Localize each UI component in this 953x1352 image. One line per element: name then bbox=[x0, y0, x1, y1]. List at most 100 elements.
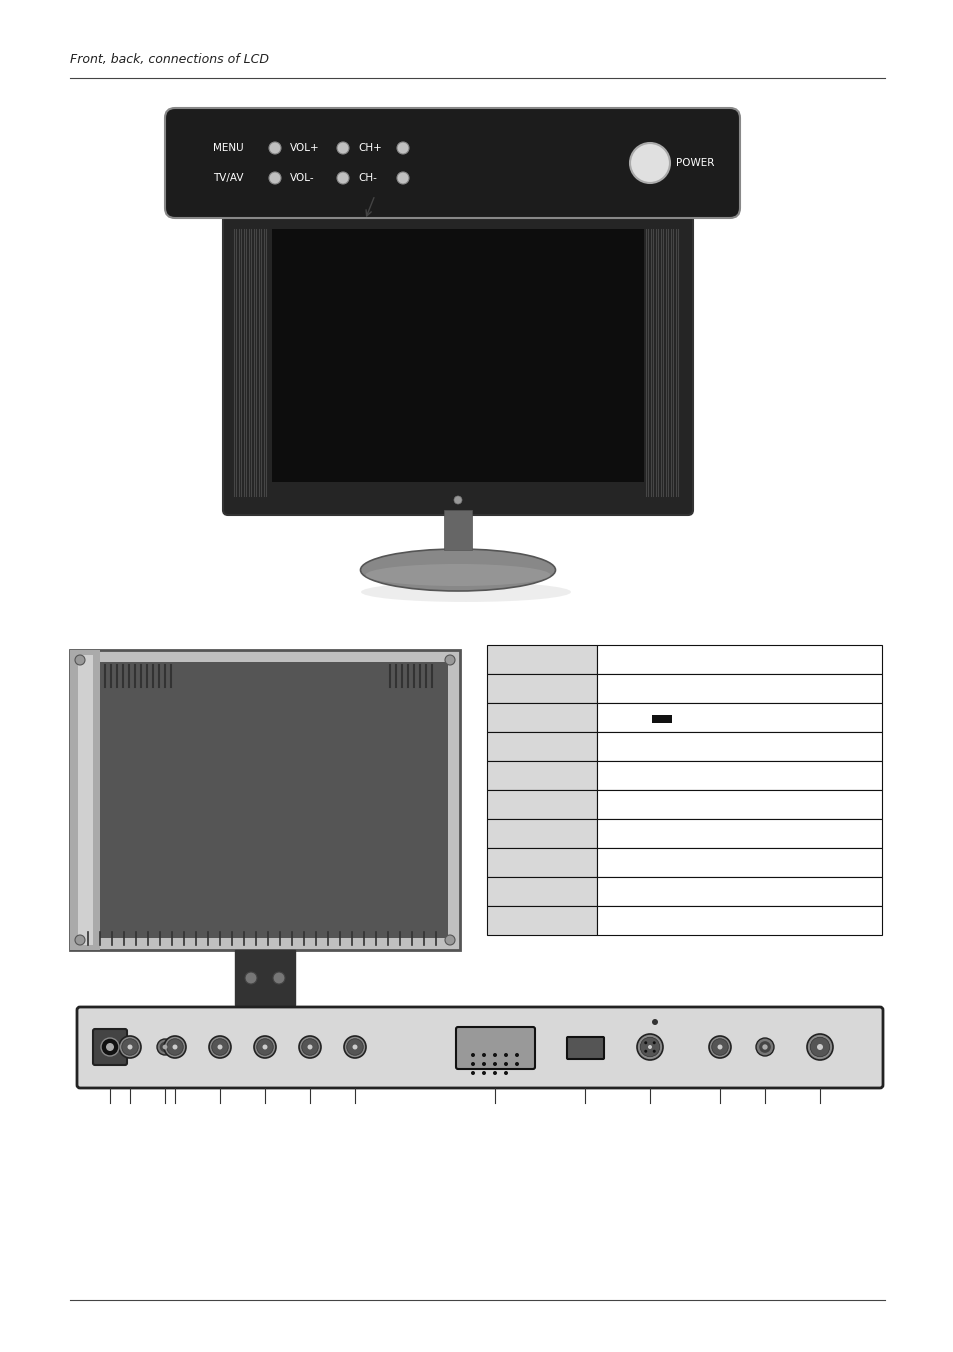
Circle shape bbox=[128, 1045, 132, 1049]
Bar bbox=[597, 819, 882, 848]
Circle shape bbox=[157, 1038, 172, 1055]
Bar bbox=[486, 703, 597, 731]
FancyBboxPatch shape bbox=[77, 1007, 882, 1088]
Circle shape bbox=[75, 654, 85, 665]
Circle shape bbox=[167, 1038, 183, 1056]
Circle shape bbox=[471, 1053, 475, 1057]
Circle shape bbox=[344, 1036, 366, 1059]
Circle shape bbox=[444, 654, 455, 665]
Text: VOL-: VOL- bbox=[290, 173, 314, 183]
Bar bbox=[486, 675, 597, 703]
Bar bbox=[486, 790, 597, 819]
Bar bbox=[597, 645, 882, 675]
Circle shape bbox=[75, 936, 85, 945]
Text: Front, back, connections of LCD: Front, back, connections of LCD bbox=[70, 53, 269, 66]
Circle shape bbox=[101, 1038, 119, 1056]
Circle shape bbox=[806, 1034, 832, 1060]
Circle shape bbox=[717, 1045, 721, 1049]
Bar bbox=[486, 731, 597, 761]
Bar bbox=[272, 228, 643, 483]
Ellipse shape bbox=[160, 1041, 419, 1065]
FancyBboxPatch shape bbox=[92, 1029, 127, 1065]
Circle shape bbox=[481, 1071, 485, 1075]
Bar bbox=[651, 715, 671, 723]
Circle shape bbox=[162, 1045, 167, 1049]
Ellipse shape bbox=[154, 1013, 375, 1042]
Bar bbox=[486, 848, 597, 877]
Circle shape bbox=[119, 1036, 141, 1059]
Ellipse shape bbox=[365, 564, 550, 585]
Bar bbox=[486, 761, 597, 790]
Text: CH-: CH- bbox=[357, 173, 376, 183]
Circle shape bbox=[172, 1045, 177, 1049]
Circle shape bbox=[809, 1037, 829, 1057]
Circle shape bbox=[209, 1036, 231, 1059]
Circle shape bbox=[253, 1036, 275, 1059]
Text: MENU: MENU bbox=[213, 143, 243, 153]
Text: POWER: POWER bbox=[676, 158, 714, 168]
Bar bbox=[597, 906, 882, 936]
Bar bbox=[234, 950, 294, 1005]
Bar bbox=[486, 877, 597, 906]
Bar bbox=[597, 761, 882, 790]
Bar bbox=[70, 650, 459, 950]
Circle shape bbox=[346, 1038, 363, 1056]
Circle shape bbox=[307, 1045, 313, 1049]
Circle shape bbox=[711, 1038, 727, 1056]
Bar bbox=[597, 703, 882, 731]
Circle shape bbox=[759, 1041, 770, 1053]
Circle shape bbox=[481, 1063, 485, 1065]
Circle shape bbox=[164, 1036, 186, 1059]
Circle shape bbox=[639, 1037, 659, 1057]
Circle shape bbox=[708, 1036, 730, 1059]
Bar bbox=[443, 510, 472, 550]
Bar bbox=[597, 877, 882, 906]
Circle shape bbox=[273, 972, 285, 984]
Ellipse shape bbox=[145, 1007, 385, 1063]
Circle shape bbox=[643, 1041, 646, 1044]
Bar bbox=[597, 848, 882, 877]
Circle shape bbox=[352, 1045, 357, 1049]
Bar bbox=[597, 790, 882, 819]
Circle shape bbox=[493, 1071, 497, 1075]
Bar bbox=[78, 654, 92, 945]
Circle shape bbox=[652, 1041, 655, 1044]
Circle shape bbox=[262, 1045, 267, 1049]
Circle shape bbox=[515, 1063, 518, 1065]
Circle shape bbox=[651, 1019, 658, 1025]
Circle shape bbox=[471, 1063, 475, 1065]
Bar bbox=[70, 650, 100, 950]
Circle shape bbox=[396, 172, 409, 184]
Circle shape bbox=[503, 1071, 507, 1075]
FancyBboxPatch shape bbox=[456, 1028, 535, 1069]
Circle shape bbox=[245, 972, 256, 984]
Bar bbox=[597, 675, 882, 703]
Circle shape bbox=[160, 1042, 170, 1052]
Circle shape bbox=[647, 1045, 651, 1049]
Circle shape bbox=[106, 1042, 113, 1051]
Circle shape bbox=[481, 1053, 485, 1057]
Circle shape bbox=[122, 1038, 138, 1056]
Bar bbox=[82, 662, 448, 938]
Circle shape bbox=[755, 1038, 773, 1056]
Bar bbox=[597, 731, 882, 761]
Circle shape bbox=[652, 1049, 655, 1053]
Circle shape bbox=[336, 172, 349, 184]
Circle shape bbox=[816, 1044, 822, 1051]
Text: VOL+: VOL+ bbox=[290, 143, 319, 153]
Circle shape bbox=[217, 1045, 222, 1049]
Circle shape bbox=[454, 496, 461, 504]
Circle shape bbox=[503, 1053, 507, 1057]
Text: CH+: CH+ bbox=[357, 143, 381, 153]
Bar bbox=[486, 906, 597, 936]
Circle shape bbox=[269, 172, 281, 184]
Text: TV/AV: TV/AV bbox=[213, 173, 243, 183]
Circle shape bbox=[212, 1038, 228, 1056]
Circle shape bbox=[493, 1063, 497, 1065]
Circle shape bbox=[336, 142, 349, 154]
Circle shape bbox=[256, 1038, 273, 1056]
Circle shape bbox=[515, 1053, 518, 1057]
Circle shape bbox=[444, 936, 455, 945]
Circle shape bbox=[637, 1034, 662, 1060]
FancyBboxPatch shape bbox=[165, 108, 740, 218]
